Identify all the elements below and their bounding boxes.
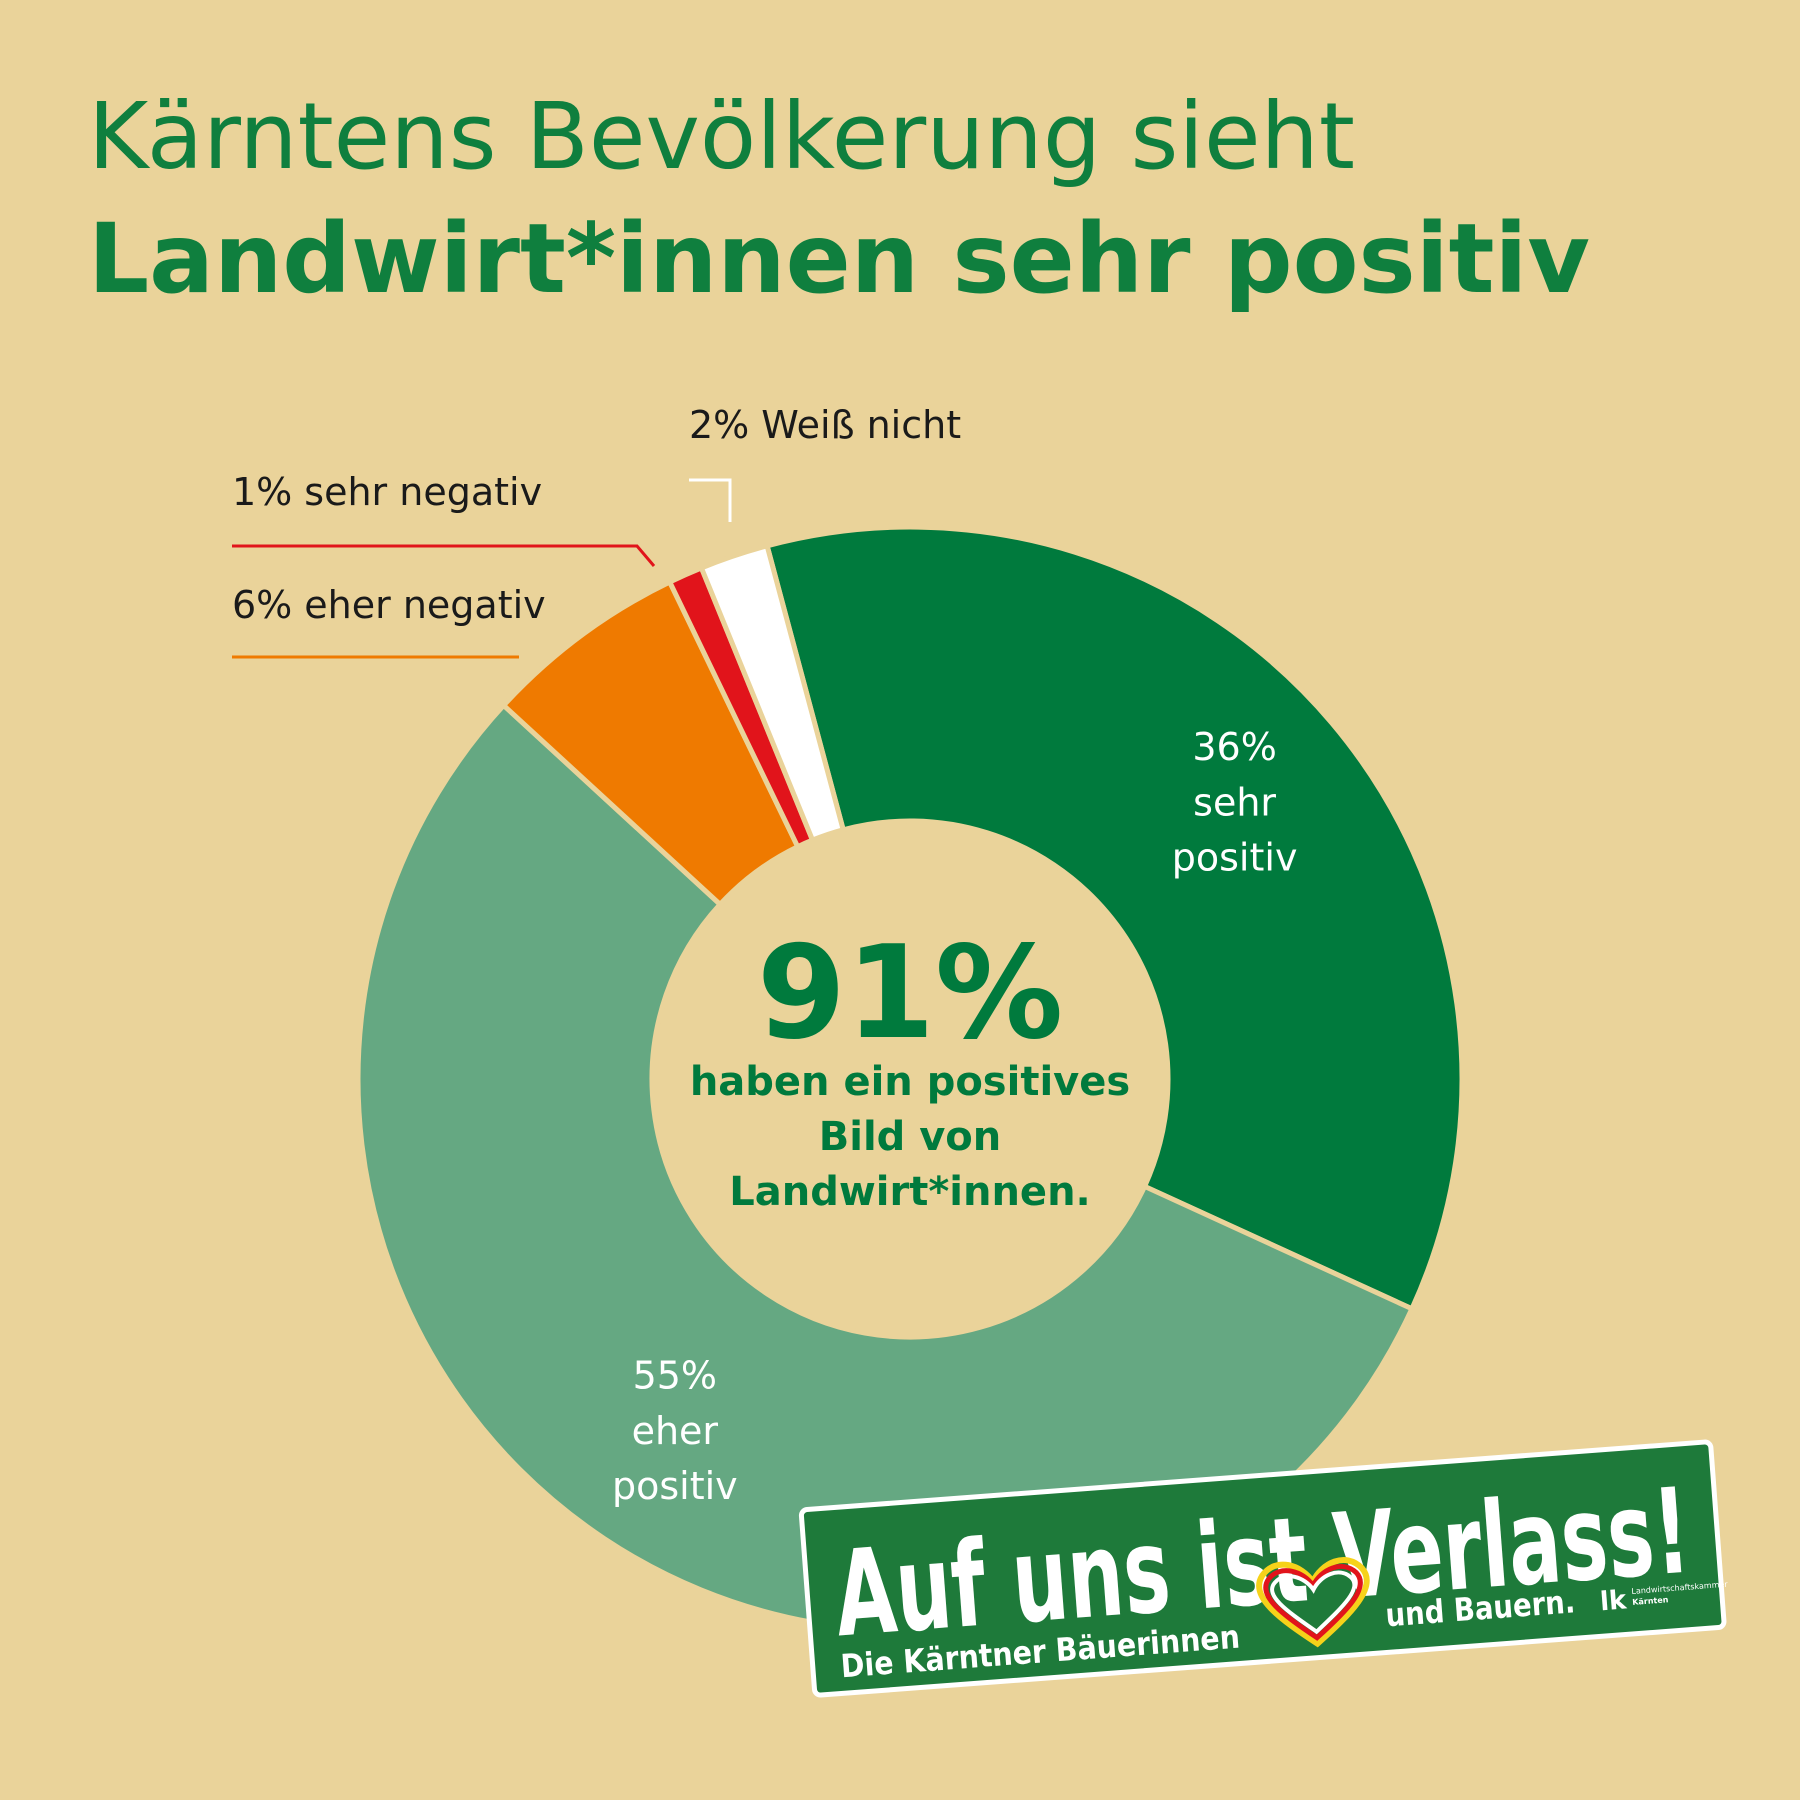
- segment-value-label: 36%: [1192, 725, 1276, 769]
- segment-label: 2% Weiß nicht: [689, 403, 961, 447]
- leader-line: [689, 478, 732, 522]
- labels: 36% sehr positiv 55% eher positiv 6% eher negat…: [232, 403, 1297, 1507]
- segment-label: 1% sehr negativ: [232, 470, 542, 514]
- donut-segment: [764, 524, 1465, 1313]
- segment-value-label: 55%: [633, 1353, 717, 1397]
- badge: Auf uns ist Verlass! Die Kärntner Bäueri…: [798, 1439, 1729, 1698]
- center-text: Bild von: [819, 1114, 1002, 1160]
- segment-label: 6% eher negativ: [232, 583, 546, 627]
- donut-segment: [698, 542, 847, 844]
- chart-title: Landwirt*innen sehr positiv: [88, 203, 1590, 315]
- center-value: 91%: [757, 919, 1063, 1068]
- logo: lk: [1599, 1585, 1628, 1617]
- segment-value-label: 2%: [689, 403, 749, 447]
- heart: [1263, 1564, 1363, 1641]
- donut: [355, 524, 1465, 1634]
- segment-value-label: 1%: [232, 470, 292, 514]
- center-text: Landwirt*innen.: [729, 1169, 1090, 1215]
- segment-label: sehr positiv: [1172, 780, 1298, 879]
- badge-box: [798, 1439, 1727, 1698]
- segment-label: eher positiv: [612, 1408, 738, 1507]
- segment-category: eher negativ: [304, 583, 545, 627]
- chart-title: Kärntens Bevölkerung sieht: [88, 83, 1355, 190]
- segment-category: Weiß nicht: [761, 403, 961, 447]
- center-text: haben ein positives: [690, 1059, 1130, 1105]
- heart: [1270, 1570, 1357, 1635]
- logo-text: Kärnten: [1632, 1595, 1669, 1607]
- segment-value-label: 6%: [232, 583, 292, 627]
- leader-line: [232, 544, 656, 567]
- segment-category: sehr negativ: [304, 470, 542, 514]
